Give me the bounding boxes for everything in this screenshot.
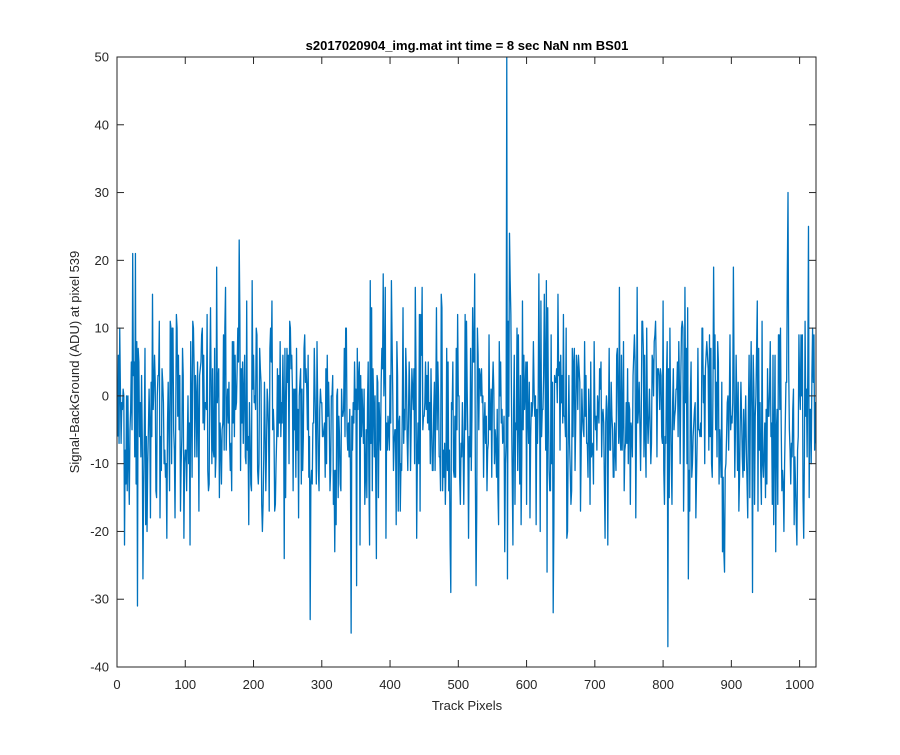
y-tick-label: 20 <box>95 253 109 268</box>
chart-title: s2017020904_img.mat int time = 8 sec NaN… <box>306 38 629 53</box>
y-tick-label: 40 <box>95 117 109 132</box>
y-tick-label: 30 <box>95 185 109 200</box>
y-tick-label: 0 <box>102 388 109 403</box>
y-tick-label: -40 <box>90 660 109 675</box>
x-tick-label: 800 <box>652 677 674 692</box>
x-tick-label: 900 <box>721 677 743 692</box>
x-tick-label: 400 <box>379 677 401 692</box>
y-tick-label: -10 <box>90 456 109 471</box>
x-tick-label: 1000 <box>785 677 814 692</box>
y-tick-label: -30 <box>90 592 109 607</box>
x-tick-label: 0 <box>113 677 120 692</box>
x-tick-label: 700 <box>584 677 606 692</box>
x-tick-label: 200 <box>243 677 265 692</box>
x-axis-label: Track Pixels <box>432 698 503 713</box>
x-tick-label: 600 <box>516 677 538 692</box>
y-tick-label: -20 <box>90 524 109 539</box>
x-tick-label: 100 <box>174 677 196 692</box>
x-tick-label: 300 <box>311 677 333 692</box>
x-tick-label: 500 <box>447 677 469 692</box>
axes-box <box>116 56 817 668</box>
series-line <box>117 57 816 648</box>
y-axis-label: Signal-BackGround (ADU) at pixel 539 <box>67 251 82 474</box>
y-tick-label: 50 <box>95 50 109 65</box>
y-tick-label: 10 <box>95 321 109 336</box>
